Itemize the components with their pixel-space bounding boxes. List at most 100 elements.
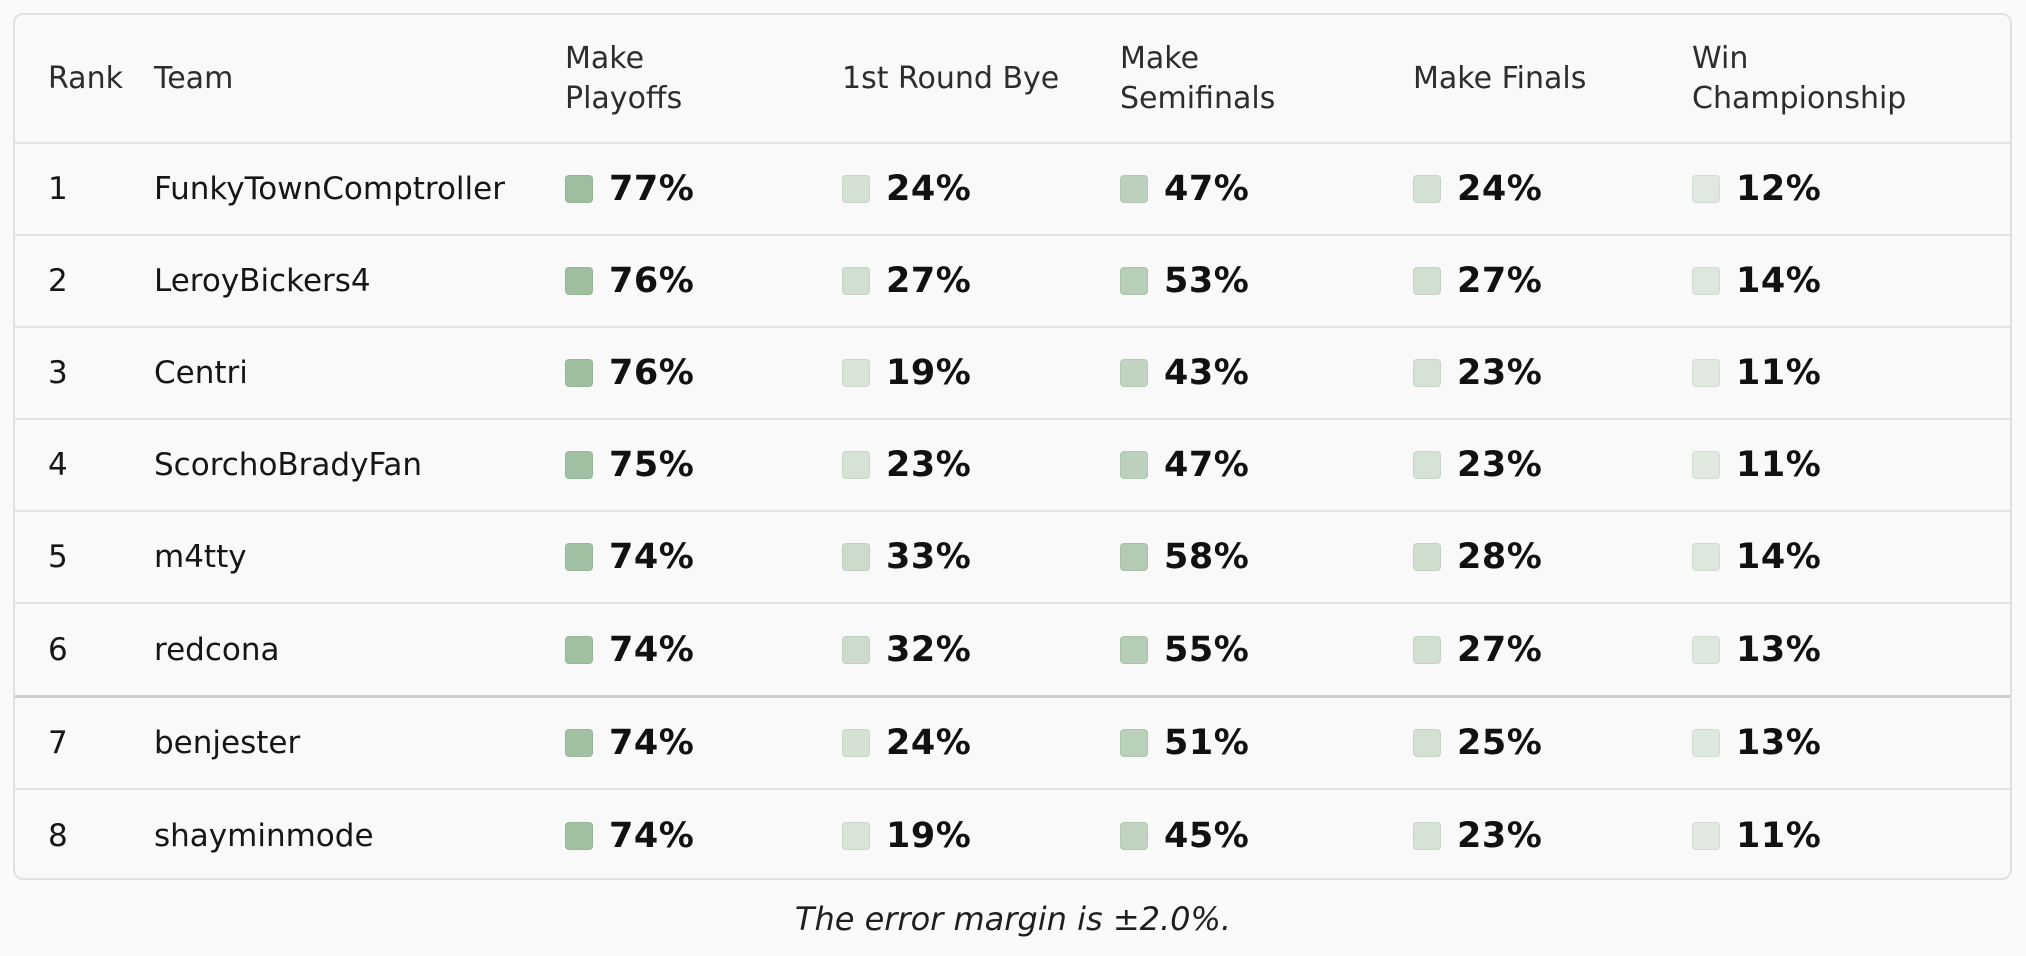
make-semifinals-cell: 45% [1120,816,1413,856]
make-semifinals-cell: 53% [1120,261,1413,301]
table-row: 1 FunkyTownComptroller 77% 24% 47% 24% 12% [15,144,2010,236]
probability-swatch [1120,729,1148,757]
team-name-cell: LeroyBickers4 [154,263,371,299]
header-make-finals[interactable]: Make Finals [1413,60,1587,96]
probability-value: 13% [1736,723,1822,763]
probability-swatch [1120,267,1148,295]
probability-value: 74% [609,537,695,577]
probability-value: 19% [886,815,972,856]
make-finals-cell: 27% [1413,630,1692,670]
probability-value: 24% [886,723,972,763]
team-name-cell: m4tty [154,539,247,575]
probability-swatch [1692,821,1720,850]
probability-swatch [1413,267,1441,295]
header-team[interactable]: Team [154,60,234,96]
probability-value: 75% [609,445,695,485]
probability-swatch [842,821,870,850]
win-championship-cell: 14% [1692,261,1992,301]
make-playoffs-cell: 74% [565,630,842,670]
header-make-semifinals[interactable]: Make Semifinals [1120,40,1276,116]
table-row: 3 Centri 76% 19% 43% 23% 11% [15,328,2010,420]
probability-value: 23% [1457,445,1543,485]
header-first-round-bye[interactable]: 1st Round Bye [842,60,1060,96]
probability-value: 74% [609,629,695,670]
make-semifinals-cell: 55% [1120,630,1413,670]
probability-value: 77% [609,169,695,209]
probability-value: 19% [886,353,972,393]
rank-cell: 7 [48,725,68,761]
probability-value: 11% [1736,815,1822,856]
table-body: 1 FunkyTownComptroller 77% 24% 47% 24% 12% 2 Ler… [15,144,2010,878]
probability-swatch [842,451,870,479]
probability-value: 27% [1457,261,1543,301]
make-playoffs-cell: 76% [565,261,842,301]
probability-swatch [842,359,870,387]
first-round-bye-cell: 23% [842,445,1120,485]
make-playoffs-cell: 77% [565,169,842,209]
win-championship-cell: 13% [1692,630,1992,670]
probability-swatch [565,821,593,850]
win-championship-cell: 13% [1692,723,1992,763]
probability-swatch [1413,359,1441,387]
make-finals-cell: 25% [1413,723,1692,763]
team-name-cell: ScorchoBradyFan [154,447,423,483]
rank-cell: 1 [48,171,68,207]
rank-cell: 3 [48,355,68,391]
probability-value: 25% [1457,723,1543,763]
probability-value: 32% [886,629,972,670]
probability-value: 33% [886,537,972,577]
table-row: 7 benjester 74% 24% 51% 25% 13% [15,698,2010,790]
probability-swatch [842,729,870,757]
probability-swatch [565,359,593,387]
probability-swatch [1692,175,1720,203]
probability-value: 23% [1457,815,1543,856]
probability-swatch [1692,267,1720,295]
team-name-cell: shayminmode [154,817,374,854]
header-make-playoffs[interactable]: Make Playoffs [565,40,683,116]
header-win-championship[interactable]: Win Championship [1692,40,1907,116]
probability-value: 74% [609,723,695,763]
probability-swatch [1120,821,1148,850]
rank-cell: 5 [48,539,68,575]
probability-value: 51% [1164,723,1250,763]
probability-value: 14% [1736,537,1822,577]
table-row: 5 m4tty 74% 33% 58% 28% 14% [15,512,2010,604]
probability-value: 11% [1736,353,1822,393]
probability-swatch [565,267,593,295]
team-name-cell: FunkyTownComptroller [154,171,505,207]
probability-value: 76% [609,261,695,301]
header-rank[interactable]: Rank [48,60,123,96]
probability-swatch [565,635,593,664]
make-finals-cell: 23% [1413,816,1692,856]
probability-value: 45% [1164,815,1250,856]
probability-value: 23% [886,445,972,485]
win-championship-cell: 11% [1692,445,1992,485]
make-semifinals-cell: 47% [1120,445,1413,485]
probability-value: 76% [609,353,695,393]
probability-swatch [565,543,593,571]
table-row: 2 LeroyBickers4 76% 27% 53% 27% 14% [15,236,2010,328]
probability-value: 24% [886,169,972,209]
make-playoffs-cell: 76% [565,353,842,393]
probability-value: 47% [1164,445,1250,485]
rank-cell: 6 [48,631,68,668]
probability-swatch [842,635,870,664]
probability-swatch [1692,635,1720,664]
make-finals-cell: 23% [1413,445,1692,485]
probability-value: 23% [1457,353,1543,393]
make-semifinals-cell: 58% [1120,537,1413,577]
probability-swatch [1120,543,1148,571]
table-row: 8 shayminmode 74% 19% 45% 23% 11% [15,790,2010,878]
make-finals-cell: 27% [1413,261,1692,301]
probability-value: 13% [1736,629,1822,670]
probability-swatch [1692,451,1720,479]
probability-swatch [1120,635,1148,664]
probability-value: 12% [1736,169,1822,209]
team-name-cell: benjester [154,725,301,761]
probability-swatch [1120,175,1148,203]
probability-value: 14% [1736,261,1822,301]
make-playoffs-cell: 75% [565,445,842,485]
probability-value: 27% [886,261,972,301]
make-finals-cell: 24% [1413,169,1692,209]
probability-value: 58% [1164,537,1250,577]
